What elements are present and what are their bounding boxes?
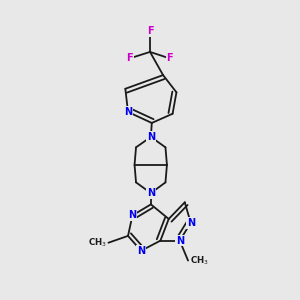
Text: F: F: [126, 53, 133, 64]
Text: N: N: [147, 188, 155, 198]
Text: F: F: [167, 53, 173, 64]
Text: N: N: [137, 246, 145, 256]
Text: N: N: [124, 107, 132, 117]
Text: CH$_3$: CH$_3$: [190, 254, 208, 267]
Text: CH$_3$: CH$_3$: [88, 236, 107, 249]
Text: N: N: [128, 210, 136, 220]
Text: F: F: [147, 26, 153, 36]
Text: N: N: [176, 236, 184, 246]
Text: N: N: [147, 132, 155, 142]
Text: N: N: [187, 218, 195, 228]
